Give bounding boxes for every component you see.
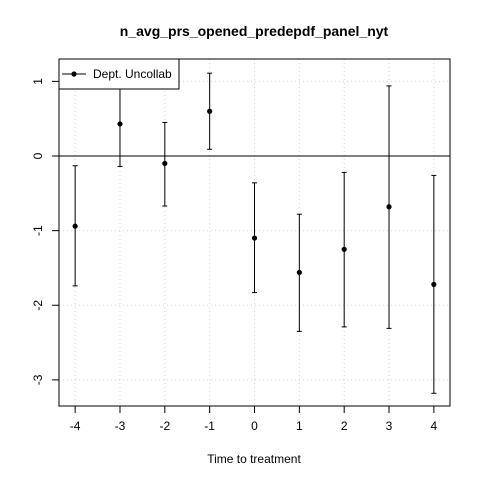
data-point xyxy=(207,108,213,114)
x-tick-label: 4 xyxy=(431,419,438,433)
y-tick-label: -3 xyxy=(31,374,45,385)
x-tick-label: 0 xyxy=(251,419,258,433)
x-tick-label: 3 xyxy=(386,419,393,433)
legend-label: Dept. Uncollab xyxy=(93,67,172,81)
legend-marker xyxy=(71,71,77,77)
y-tick-label: -1 xyxy=(31,225,45,236)
chart-title: n_avg_prs_opened_predepdf_panel_nyt xyxy=(120,23,389,39)
x-tick-label: -3 xyxy=(115,419,126,433)
data-point xyxy=(162,160,168,167)
data-point xyxy=(72,223,78,229)
x-tick-label: 2 xyxy=(341,419,348,433)
x-tick-label: -4 xyxy=(70,419,81,433)
legend: Dept. Uncollab xyxy=(58,58,180,90)
x-tick-label: -2 xyxy=(159,419,170,433)
data-point xyxy=(341,246,347,252)
x-axis: -4 -3 -2 -1 0 1 2 3 4 xyxy=(70,405,438,433)
data-layer xyxy=(72,72,437,394)
y-tick-label: 0 xyxy=(31,152,45,159)
x-tick-label: 1 xyxy=(296,419,303,433)
y-tick-label: -2 xyxy=(31,300,45,311)
x-tick-label: -1 xyxy=(204,419,215,433)
y-tick-label: 1 xyxy=(31,78,45,85)
data-point xyxy=(296,269,302,276)
data-point xyxy=(251,235,258,241)
x-axis-label: Time to treatment xyxy=(207,452,301,466)
data-point xyxy=(386,204,392,210)
data-point xyxy=(431,281,437,287)
data-point xyxy=(117,121,123,127)
y-axis: -3 -2 -1 0 1 xyxy=(31,78,60,385)
